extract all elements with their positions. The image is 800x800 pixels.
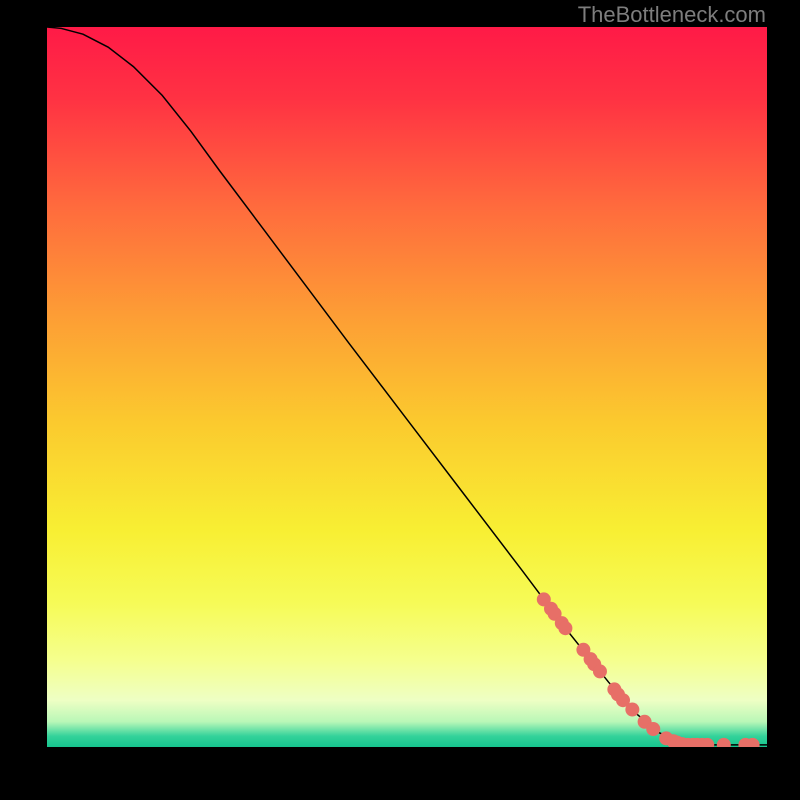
data-marker [646,722,660,736]
data-marker [558,621,572,635]
watermark-text: TheBottleneck.com [578,2,766,28]
gradient-background [47,27,767,747]
data-marker [593,664,607,678]
data-marker [625,703,639,717]
plot-svg [47,27,767,747]
plot-area [47,27,767,747]
chart-frame: TheBottleneck.com [0,0,800,800]
